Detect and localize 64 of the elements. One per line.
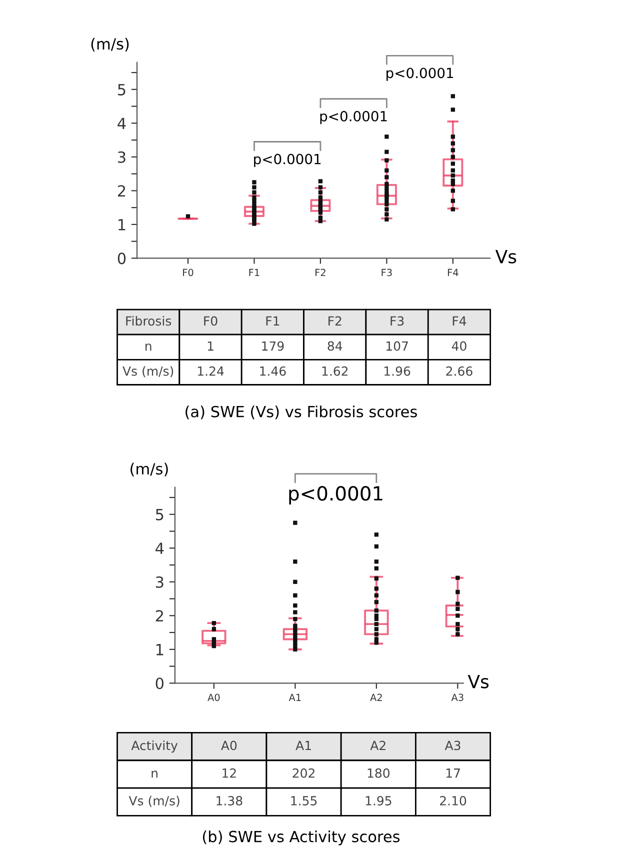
y-tick-label: 0 bbox=[156, 678, 164, 690]
y-axis-title: (m/s) bbox=[130, 462, 168, 476]
text: Activity bbox=[131, 740, 178, 753]
text: 1.55 bbox=[291, 796, 317, 806]
y-tick-label: 3 bbox=[118, 151, 126, 163]
x-tick-label: F1 bbox=[249, 268, 260, 276]
annotation: p<0.0001 bbox=[320, 110, 387, 124]
text: n bbox=[152, 770, 158, 778]
y-tick-label: 5 bbox=[156, 509, 164, 520]
x-tick-label: F0 bbox=[183, 268, 194, 276]
annotation: p<0.0001 bbox=[289, 486, 382, 504]
x-tick-label: A2 bbox=[370, 694, 382, 701]
y-tick-label: 5 bbox=[118, 84, 126, 96]
text: 1.46 bbox=[260, 366, 286, 376]
text: 2.10 bbox=[440, 796, 466, 806]
text: F2 bbox=[328, 316, 342, 326]
y-axis-title: (m/s) bbox=[91, 38, 129, 52]
text: (b) SWE vs Activity scores bbox=[202, 830, 400, 846]
text: F1 bbox=[266, 316, 280, 326]
y-tick-label: 1 bbox=[156, 644, 164, 656]
text: Vs (m/s) bbox=[122, 366, 174, 378]
text: 84 bbox=[328, 341, 342, 351]
text: 40 bbox=[452, 341, 466, 351]
text: 12 bbox=[222, 768, 236, 778]
y-tick-label: 2 bbox=[118, 185, 126, 196]
text: 2.66 bbox=[446, 366, 472, 376]
y-tick-label: 0 bbox=[118, 252, 126, 264]
text: n bbox=[146, 344, 152, 351]
text: F4 bbox=[452, 316, 466, 326]
text: F0 bbox=[204, 316, 218, 326]
text: 107 bbox=[386, 341, 408, 351]
text: 202 bbox=[292, 768, 314, 778]
text: A0 bbox=[221, 740, 237, 750]
text: F3 bbox=[390, 316, 404, 326]
y-tick-label: 4 bbox=[156, 542, 164, 554]
text: 1.95 bbox=[366, 796, 392, 806]
y-tick-label: 1 bbox=[118, 219, 126, 230]
text: A3 bbox=[444, 740, 460, 750]
y-tick-label: 3 bbox=[156, 576, 164, 588]
text: 1.24 bbox=[198, 366, 224, 376]
text: 1.62 bbox=[322, 366, 348, 376]
text: 17 bbox=[446, 768, 460, 778]
text: 179 bbox=[262, 341, 284, 351]
text: 1 bbox=[208, 341, 214, 351]
y-tick-label: 2 bbox=[156, 610, 163, 622]
x-tick-label: A1 bbox=[288, 694, 301, 701]
text: 1.38 bbox=[216, 796, 242, 806]
text: 1.96 bbox=[384, 366, 410, 376]
annotation: p<0.0001 bbox=[254, 154, 321, 168]
x-tick-label: A0 bbox=[208, 694, 220, 702]
text: (a) SWE (Vs) vs Fibrosis scores bbox=[186, 406, 417, 420]
text: 180 bbox=[368, 768, 390, 778]
x-tick-label: F2 bbox=[316, 268, 326, 276]
x-axis-title: Vs bbox=[468, 674, 489, 688]
x-tick-label: A3 bbox=[451, 694, 464, 702]
y-tick-label: 4 bbox=[118, 118, 126, 129]
annotation: p<0.0001 bbox=[386, 68, 454, 81]
text: Vs (m/s) bbox=[128, 796, 180, 807]
x-tick-label: F4 bbox=[448, 268, 458, 276]
text: A2 bbox=[370, 740, 386, 750]
x-tick-label: F3 bbox=[382, 268, 392, 276]
text: A1 bbox=[296, 740, 311, 750]
x-axis-title: Vs bbox=[495, 250, 516, 264]
text: Fibrosis bbox=[126, 316, 172, 326]
